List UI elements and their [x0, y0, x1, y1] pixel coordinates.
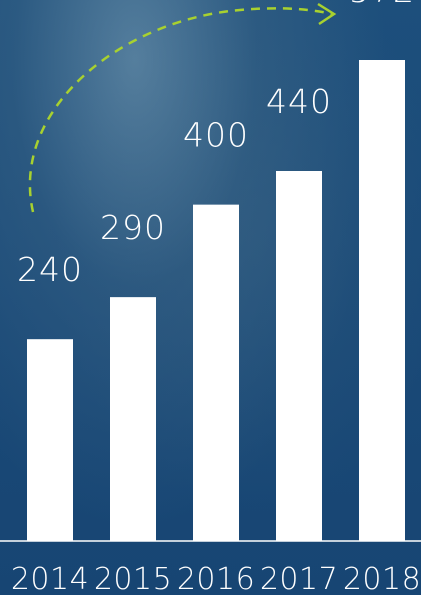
- bar-2015: [110, 297, 156, 541]
- bar-2017: [276, 171, 322, 541]
- x-tick-label-2018: 2018: [343, 562, 421, 595]
- growth-trend-arrow: [28, 2, 337, 213]
- value-label-2014: 240: [17, 250, 83, 289]
- x-tick-labels-group: 2014 2015 2016 2017 2018: [11, 562, 421, 595]
- bar-2016: [193, 204, 239, 542]
- bar-2014: [27, 339, 73, 541]
- trend-arrow-head: [317, 2, 337, 26]
- bar-2018: [359, 60, 405, 541]
- value-label-2016: 400: [183, 116, 249, 155]
- x-tick-label-2016: 2016: [177, 562, 255, 595]
- trend-arrow-curve: [28, 7, 333, 213]
- x-tick-label-2015: 2015: [94, 562, 172, 595]
- bars-group: [27, 60, 405, 542]
- value-label-2018: 572: [349, 0, 415, 10]
- value-label-2017: 440: [266, 82, 332, 121]
- value-label-2015: 290: [100, 208, 166, 247]
- x-tick-label-2014: 2014: [11, 562, 89, 595]
- value-labels-group: 240 290 400 440 572: [17, 0, 415, 289]
- x-tick-label-2017: 2017: [260, 562, 338, 595]
